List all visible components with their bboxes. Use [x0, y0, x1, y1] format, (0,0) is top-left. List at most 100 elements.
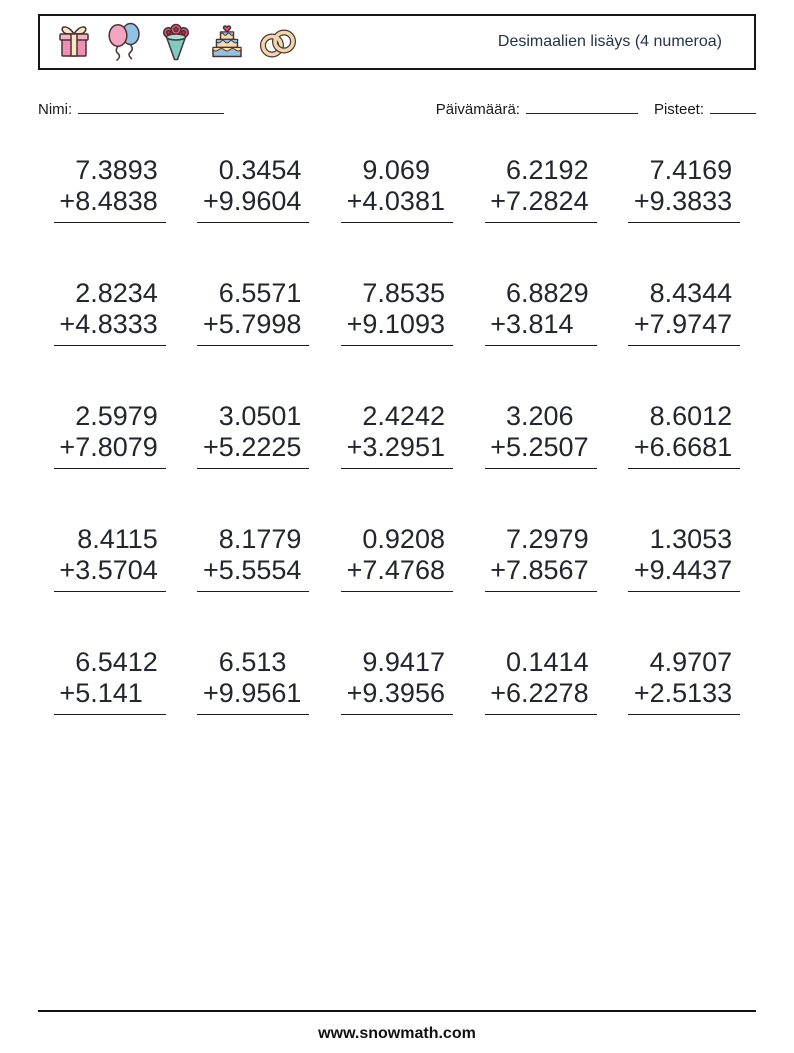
addition-problem: 6.5571 +5.7998 [197, 278, 310, 346]
addend-top-row: 2.8234 [54, 278, 166, 309]
wedding-rings-icon [260, 29, 296, 58]
answer-line [628, 714, 741, 715]
answer-line [197, 591, 310, 592]
name-blank-line [78, 100, 225, 114]
addition-problem: 0.9208 +7.4768 [340, 524, 453, 592]
addend-bottom-row: +5.7998 [197, 309, 309, 340]
addend-bottom: 3.5704 [75, 555, 158, 585]
addend-top-row: 6.2192 [485, 155, 597, 186]
plus-operator: + [633, 678, 650, 708]
addend-top-row: 4.9707 [628, 647, 740, 678]
addend-top-row: 1.3053 [628, 524, 740, 555]
addend-bottom-row: +5.141 [54, 678, 166, 709]
answer-line [53, 222, 166, 223]
addend-bottom: 6.6681 [649, 432, 733, 462]
addition-problem: 7.8535 +9.1093 [340, 278, 453, 346]
answer-line [53, 345, 166, 346]
addend-top-row: 2.4242 [341, 401, 453, 432]
plus-operator: + [490, 309, 506, 339]
header-icons [54, 22, 298, 62]
addition-problem: 3.206 +5.2507 [484, 401, 597, 469]
addend-bottom-row: +9.9604 [197, 186, 309, 217]
addend-top-row: 8.4344 [628, 278, 740, 309]
plus-operator: + [346, 186, 363, 216]
addition-problem: 4.9707 +2.5133 [628, 647, 741, 715]
answer-line [53, 591, 166, 592]
addend-bottom: 8.4838 [75, 186, 158, 216]
answer-line [628, 468, 741, 469]
addend-bottom: 4.0381 [362, 186, 445, 216]
addend-top-row: 6.5412 [54, 647, 166, 678]
date-blank-line [525, 100, 638, 114]
answer-line [628, 222, 741, 223]
answer-line [197, 468, 310, 469]
addition-problem: 2.5979 +7.8079 [53, 401, 166, 469]
addition-problem: 0.3454 +9.9604 [197, 155, 310, 223]
addend-top-row: 7.4169 [628, 155, 740, 186]
addition-problem: 6.2192 +7.2824 [484, 155, 597, 223]
addend-bottom: 9.9604 [218, 186, 302, 216]
addend-top-row: 2.5979 [54, 401, 166, 432]
addend-top-row: 6.8829 [485, 278, 597, 309]
footer-site-text: www.snowmath.com [318, 1025, 476, 1042]
addend-bottom: 7.9747 [649, 309, 733, 339]
addend-top-row: 0.3454 [197, 155, 309, 186]
addend-bottom-row: +9.3956 [341, 678, 453, 709]
addend-top: 6.8829 [506, 278, 589, 308]
addition-problem: 7.3893 +8.4838 [53, 155, 166, 223]
addition-problem: 3.0501 +5.2225 [197, 401, 310, 469]
addend-top-row: 9.9417 [341, 647, 453, 678]
addend-bottom-row: +5.2507 [485, 432, 597, 463]
addend-bottom-row: +3.5704 [54, 555, 166, 586]
header: Desimaalien lisäys (4 numeroa) [38, 14, 756, 70]
addend-top: 7.2979 [506, 524, 589, 554]
addend-top-row: 6.513 [197, 647, 309, 678]
addend-top: 8.4115 [77, 524, 158, 554]
gift-icon [59, 26, 89, 57]
answer-line [340, 468, 453, 469]
addend-top: 2.8234 [75, 278, 158, 308]
addition-problem: 9.9417 +9.3956 [340, 647, 453, 715]
addend-bottom-row: +9.9561 [197, 678, 309, 709]
points-label: Pisteet: [653, 101, 704, 118]
addend-bottom-row: +4.0381 [341, 186, 453, 217]
addend-top: 6.5571 [218, 278, 302, 308]
addend-top: 3.0501 [218, 401, 302, 431]
addition-problem: 6.513 +9.9561 [197, 647, 310, 715]
addition-problem: 7.4169 +9.3833 [628, 155, 741, 223]
answer-line [53, 468, 166, 469]
answer-line [484, 468, 597, 469]
addend-top-row: 8.6012 [628, 401, 740, 432]
answer-line [53, 714, 166, 715]
answer-line [628, 345, 741, 346]
addend-bottom: 7.8567 [506, 555, 589, 585]
plus-operator: + [59, 678, 76, 708]
addition-problem: 0.1414 +6.2278 [484, 647, 597, 715]
addend-bottom: 9.3956 [362, 678, 445, 708]
addend-top: 6.5412 [75, 647, 158, 677]
answer-line [340, 591, 453, 592]
addend-bottom: 9.3833 [649, 186, 733, 216]
addend-bottom-row: +3.814 [485, 309, 597, 340]
addition-problem: 7.2979 +7.8567 [484, 524, 597, 592]
addend-bottom-row: +2.5133 [628, 678, 740, 709]
wedding-cake-icon [212, 25, 242, 58]
addend-bottom: 5.141 [75, 678, 143, 708]
answer-line [197, 345, 310, 346]
addend-bottom: 6.2278 [506, 678, 589, 708]
addend-top-row: 8.4115 [54, 524, 166, 555]
addition-problem: 6.5412 +5.141 [53, 647, 166, 715]
plus-operator: + [633, 309, 650, 339]
addend-top: 6.2192 [506, 155, 589, 185]
addition-problem: 8.1779 +5.5554 [197, 524, 310, 592]
addend-bottom-row: +6.6681 [628, 432, 740, 463]
answer-line [484, 591, 597, 592]
addend-top: 3.206 [506, 401, 574, 431]
addend-bottom-row: +7.4768 [341, 555, 453, 586]
addition-problem: 8.4115 +3.5704 [53, 524, 166, 592]
plus-operator: + [203, 186, 219, 216]
addend-bottom-row: +7.8079 [54, 432, 166, 463]
plus-operator: + [490, 186, 506, 216]
addition-problem: 8.6012 +6.6681 [628, 401, 741, 469]
addend-top: 9.069 [362, 155, 430, 185]
